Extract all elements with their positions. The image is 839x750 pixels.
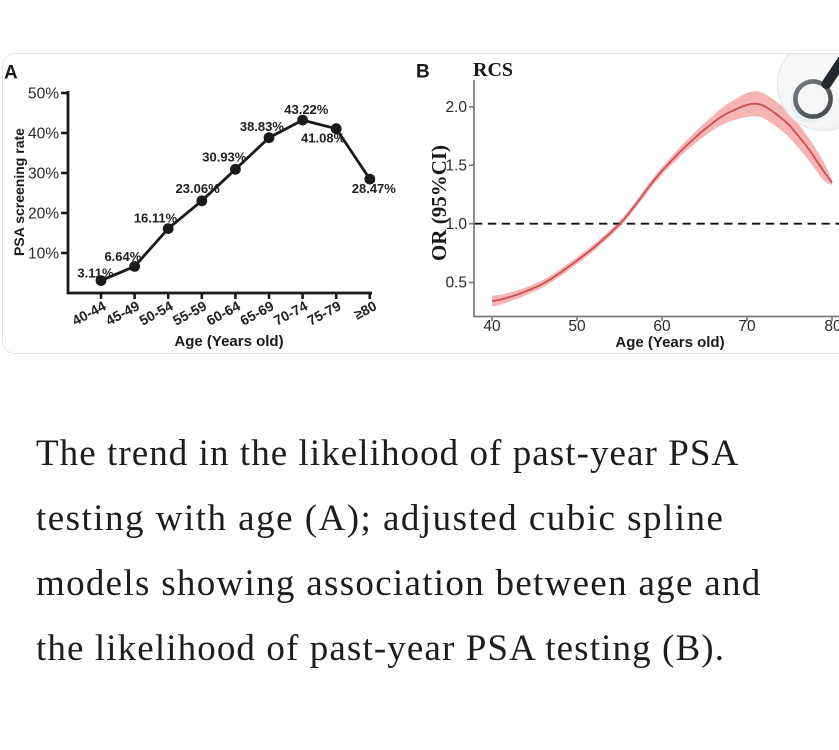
svg-text:41.08%: 41.08% bbox=[301, 131, 346, 146]
svg-text:40%: 40% bbox=[28, 126, 59, 143]
svg-text:Age (Years old): Age (Years old) bbox=[615, 334, 724, 351]
svg-text:1.5: 1.5 bbox=[445, 157, 467, 174]
svg-text:≥80: ≥80 bbox=[351, 297, 379, 322]
svg-text:30.93%: 30.93% bbox=[202, 150, 247, 165]
svg-text:60: 60 bbox=[653, 318, 671, 335]
svg-text:28.47%: 28.47% bbox=[352, 181, 397, 196]
svg-text:1.0: 1.0 bbox=[445, 216, 467, 233]
svg-text:20%: 20% bbox=[28, 206, 59, 223]
svg-text:60-64: 60-64 bbox=[204, 297, 243, 328]
svg-text:6.64%: 6.64% bbox=[104, 249, 141, 264]
svg-text:B: B bbox=[416, 62, 430, 83]
svg-text:Age (Years old): Age (Years old) bbox=[174, 333, 283, 350]
svg-text:40: 40 bbox=[483, 318, 501, 335]
svg-text:65-69: 65-69 bbox=[237, 297, 276, 328]
svg-text:RCS: RCS bbox=[473, 59, 513, 81]
svg-text:55-59: 55-59 bbox=[170, 297, 209, 328]
svg-text:43.22%: 43.22% bbox=[284, 102, 329, 117]
svg-text:50%: 50% bbox=[28, 86, 59, 103]
svg-text:2.0: 2.0 bbox=[445, 99, 467, 116]
svg-text:OR (95%CI): OR (95%CI) bbox=[427, 145, 451, 261]
svg-text:3.11%: 3.11% bbox=[77, 266, 114, 281]
svg-text:50-54: 50-54 bbox=[136, 297, 175, 328]
svg-text:70-74: 70-74 bbox=[271, 297, 310, 328]
svg-text:38.83%: 38.83% bbox=[240, 119, 285, 134]
svg-text:50: 50 bbox=[568, 318, 586, 335]
svg-text:30%: 30% bbox=[28, 166, 59, 183]
svg-text:16.11%: 16.11% bbox=[134, 211, 178, 226]
svg-text:40-44: 40-44 bbox=[69, 297, 108, 328]
svg-text:PSA screening rate: PSA screening rate bbox=[11, 128, 27, 256]
svg-text:23.06%: 23.06% bbox=[176, 181, 221, 196]
svg-text:10%: 10% bbox=[28, 246, 59, 263]
svg-text:0.5: 0.5 bbox=[445, 275, 467, 292]
svg-text:70: 70 bbox=[738, 318, 756, 335]
svg-text:80: 80 bbox=[824, 318, 839, 335]
svg-text:45-49: 45-49 bbox=[103, 297, 142, 328]
svg-text:75-79: 75-79 bbox=[304, 297, 343, 328]
svg-text:A: A bbox=[4, 63, 18, 84]
